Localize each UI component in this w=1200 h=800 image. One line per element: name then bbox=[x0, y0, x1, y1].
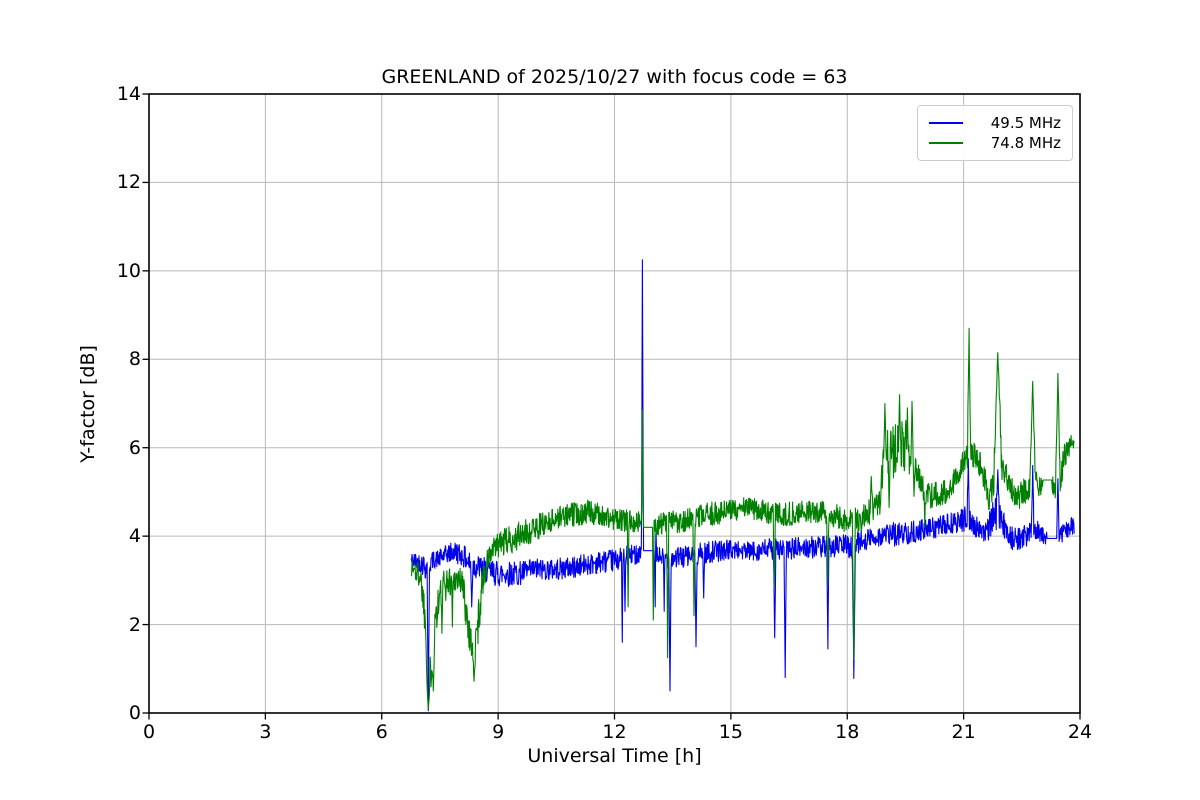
x-tick-label-6: 6 bbox=[375, 721, 388, 743]
x-axis-label: Universal Time [h] bbox=[527, 745, 702, 767]
y-tick-label-2: 2 bbox=[128, 613, 141, 636]
x-tick-label-21: 21 bbox=[951, 721, 976, 743]
x-tick-label-18: 18 bbox=[835, 721, 860, 743]
y-tick-label-8: 8 bbox=[128, 348, 141, 371]
x-tick-label-12: 12 bbox=[602, 721, 627, 743]
y-tick-label-14: 14 bbox=[116, 83, 141, 105]
legend-entry-49-5-mhz: 49.5 MHz bbox=[929, 113, 1061, 133]
y-tick-label-12: 12 bbox=[116, 171, 141, 194]
legend: 49.5 MHz 74.8 MHz bbox=[917, 105, 1073, 161]
legend-line-sample-49-5-mhz bbox=[929, 122, 963, 124]
legend-label-49-5-mhz: 49.5 MHz bbox=[990, 114, 1061, 132]
x-tick-label-15: 15 bbox=[718, 721, 743, 743]
x-tick-label-3: 3 bbox=[259, 721, 272, 743]
x-tick-label-9: 9 bbox=[492, 721, 505, 743]
series-line-74-8-mhz bbox=[410, 327, 1075, 710]
series-line-49-5-mhz bbox=[410, 259, 1075, 712]
y-tick-label-4: 4 bbox=[128, 525, 141, 548]
y-axis-label: Y-factor [dB] bbox=[77, 345, 99, 463]
y-tick-label-0: 0 bbox=[128, 702, 141, 724]
legend-line-sample-74-8-mhz bbox=[929, 142, 963, 144]
chart-title: GREENLAND of 2025/10/27 with focus code … bbox=[381, 66, 848, 88]
y-tick-label-10: 10 bbox=[116, 259, 141, 282]
legend-label-74-8-mhz: 74.8 MHz bbox=[990, 134, 1061, 152]
x-tick-label-24: 24 bbox=[1067, 721, 1093, 743]
legend-entry-74-8-mhz: 74.8 MHz bbox=[929, 133, 1061, 153]
x-tick-label-0: 0 bbox=[142, 721, 156, 743]
y-tick-label-6: 6 bbox=[128, 436, 141, 459]
